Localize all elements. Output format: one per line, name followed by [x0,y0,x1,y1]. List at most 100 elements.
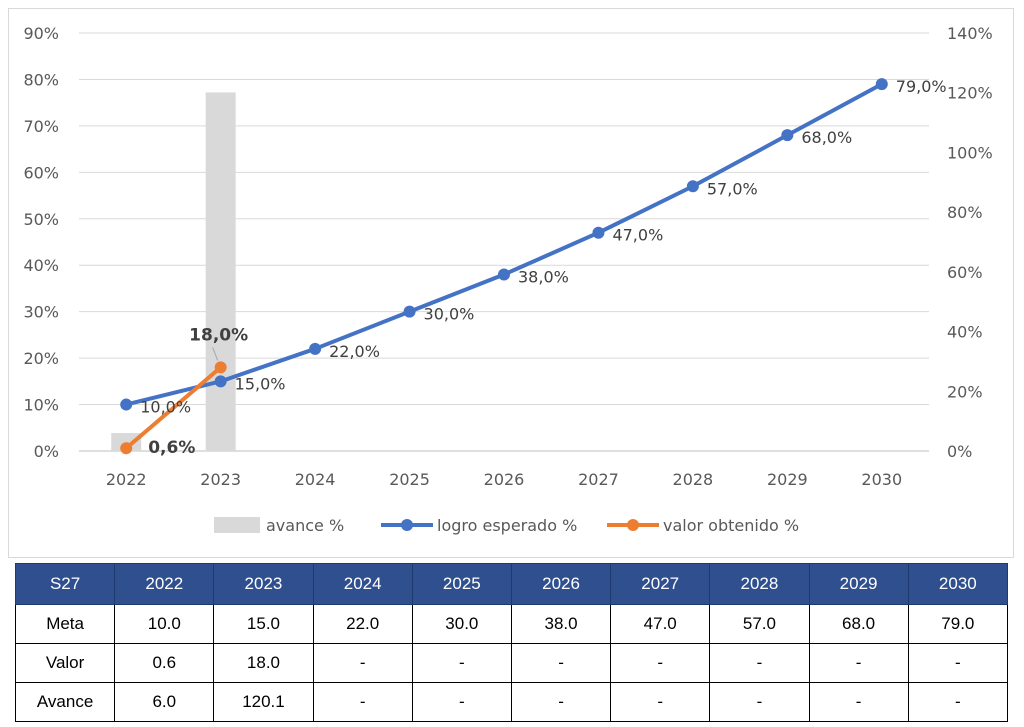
left-tick-label: 10% [23,396,59,415]
valor-obtenido-point [120,442,133,455]
table-cell: - [610,682,711,722]
x-axis-ticks: 2022 2023 2024 2025 2026 2027 2028 2029 2030 [106,470,902,489]
x-tick-label: 2027 [578,470,619,489]
table-header-cell: 2023 [213,563,314,605]
table-header-cell: 2028 [709,563,810,605]
table-header-cell: 2024 [312,563,413,605]
left-tick-label: 40% [23,256,59,275]
table-cell: - [709,643,810,683]
x-tick-label: 2025 [389,470,430,489]
table-header-cell: 2025 [411,563,512,605]
table-cell: - [907,643,1009,683]
table-cell: - [907,682,1009,722]
logro-esperado-label: 79,0% [896,77,947,96]
logro-esperado-label: 30,0% [424,305,475,324]
valor-obtenido-label: 0,6% [148,438,195,458]
left-axis-ticks: 0% 10% 20% 30% 40% 50% 60% 70% 80% 90% [23,24,59,461]
logro-esperado-point [875,78,888,91]
table-cell: 30.0 [411,604,512,644]
right-tick-label: 0% [947,442,972,461]
legend-swatch-avance [214,517,260,533]
legend-label-valor-obtenido: valor obtenido % [663,516,799,535]
left-tick-label: 90% [23,24,59,43]
x-tick-label: 2022 [106,470,147,489]
valor-obtenido-point [214,361,227,374]
logro-esperado-label: 47,0% [612,226,663,245]
table-cell: 10.0 [114,604,215,644]
logro-esperado-point [498,268,510,281]
table-cell: 18.0 [213,643,314,683]
table-header-cell: 2030 [907,563,1009,605]
table-cell: 47.0 [610,604,711,644]
table-row-avance: Avance 6.0 120.1 - - - - - - - [14,682,1009,722]
table-cell: - [411,682,512,722]
logro-esperado-point [309,342,322,355]
left-tick-label: 20% [23,349,59,368]
table-cell: 6.0 [114,682,215,722]
logro-esperado-label: 38,0% [518,268,569,287]
right-tick-label: 100% [947,143,993,162]
table-header-row: S27 2022 2023 2024 2025 2026 2027 2028 2… [14,563,1009,605]
logro-esperado-point [592,226,605,239]
table-cell: - [510,643,612,683]
chart-frame: 0% 10% 20% 30% 40% 50% 60% 70% 80% 90% 0% 20% 40% 60… [8,8,1014,558]
left-tick-label: 30% [23,303,59,322]
table-cell: - [808,682,909,722]
left-tick-label: 0% [34,442,59,461]
row-label: Avance [14,682,116,722]
data-labels: 10,0% 15,0% 22,0% 30,0% 38,0% 47,0% 57,0% 68,0%… [140,77,946,458]
logro-esperado-label: 57,0% [707,179,758,198]
right-tick-label: 40% [947,323,983,342]
row-label: Valor [14,643,116,683]
logro-esperado-point [686,180,699,193]
legend-label-avance: avance % [266,516,344,535]
table-header-cell: 2029 [808,563,909,605]
x-tick-label: 2030 [861,470,902,489]
legend-marker-logro-esperado [401,519,413,531]
logro-esperado-line [125,82,883,407]
left-tick-label: 60% [23,163,59,182]
table-cell: - [709,682,810,722]
logro-esperado-label: 68,0% [801,128,852,147]
right-tick-label: 60% [947,263,983,282]
left-tick-label: 70% [23,117,59,136]
right-axis-ticks: 0% 20% 40% 60% 80% 100% 120% 140% [947,24,993,461]
x-tick-label: 2028 [673,470,714,489]
table-cell: - [312,682,413,722]
table-cell: 15.0 [213,604,314,644]
left-tick-label: 50% [23,210,59,229]
bar-avance [205,92,236,451]
table-cell: - [312,643,413,683]
table-row-valor: Valor 0.6 18.0 - - - - - - - [14,643,1009,683]
logro-esperado-label: 10,0% [140,398,191,417]
valor-obtenido-label: 18,0% [189,325,248,345]
logro-esperado-point [120,398,133,411]
x-tick-label: 2023 [200,470,241,489]
table-row-meta: Meta 10.0 15.0 22.0 30.0 38.0 47.0 57.0 … [14,604,1009,644]
label-leader-line [212,347,219,361]
table-header-cell: S27 [14,563,116,605]
x-tick-label: 2024 [295,470,336,489]
right-tick-label: 120% [947,84,993,103]
valor-obtenido-line [124,365,222,450]
table-cell: 68.0 [808,604,909,644]
right-tick-label: 20% [947,382,983,401]
legend-label-logro-esperado: logro esperado % [437,516,577,535]
right-tick-label: 80% [947,203,983,222]
table-cell: - [610,643,711,683]
x-tick-label: 2026 [484,470,525,489]
table-header-cell: 2027 [610,563,711,605]
table-cell: - [808,643,909,683]
table-cell: - [411,643,512,683]
left-tick-label: 80% [23,70,59,89]
bar-avance [111,433,142,451]
right-tick-label: 140% [947,24,993,43]
table-header-cell: 2026 [510,563,612,605]
x-tick-label: 2029 [767,470,808,489]
table-cell: 22.0 [312,604,413,644]
legend: avance % logro esperado % valor obtenido % [214,516,799,535]
table-cell: 38.0 [510,604,612,644]
legend-marker-valor-obtenido [627,519,639,531]
table-header-cell: 2022 [114,563,215,605]
bars-avance [111,92,236,451]
